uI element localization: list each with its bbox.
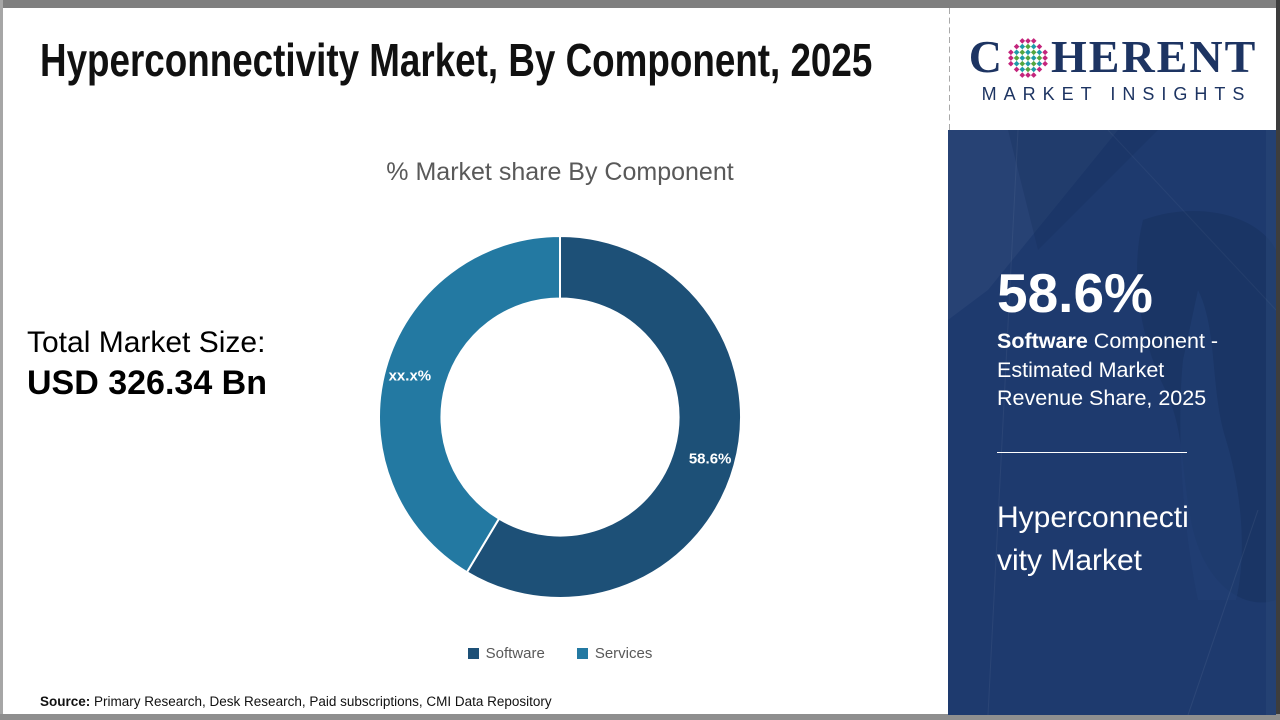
sidebar-stat-value: 58.6% bbox=[997, 262, 1153, 324]
sidebar-market-name: Hyperconnectivity Market bbox=[997, 501, 1189, 577]
sidebar-stat-description: Software Component - Estimated Market Re… bbox=[997, 327, 1237, 413]
stat-desc-bold: Software bbox=[997, 329, 1088, 353]
legend-swatch-software bbox=[467, 648, 479, 659]
logo-letters-rest: HERENT bbox=[1050, 30, 1258, 82]
chart-title: % Market share By Component bbox=[386, 158, 734, 186]
sidebar-divider bbox=[997, 452, 1187, 453]
donut-slice-software bbox=[465, 234, 742, 599]
top-border-bar bbox=[0, 0, 1280, 8]
sidebar-map-background bbox=[948, 130, 1276, 715]
legend-item-services: Services bbox=[576, 645, 653, 662]
logo-subtitle: MARKET INSIGHTS bbox=[981, 83, 1252, 104]
source-text: Primary Research, Desk Research, Paid su… bbox=[90, 694, 552, 709]
legend-label-services: Services bbox=[594, 645, 653, 662]
donut-slice-services bbox=[378, 234, 561, 574]
stat-desc-rest: Component - Estimated Market Revenue Sha… bbox=[997, 329, 1219, 410]
legend-swatch-services bbox=[576, 648, 588, 659]
slice-label-software: 58.6% bbox=[689, 451, 732, 468]
logo-wordmark: C HERENT bbox=[968, 30, 1258, 82]
left-border-bar bbox=[0, 0, 3, 720]
legend-label-software: Software bbox=[485, 645, 545, 662]
right-border-bar bbox=[1276, 0, 1280, 720]
bottom-border-bar bbox=[0, 714, 1280, 720]
coherent-logo: C HERENT MARKET INSIGHTS bbox=[950, 8, 1276, 130]
total-market-size-block: Total Market Size: USD 326.34 Bn bbox=[27, 324, 267, 404]
sidebar-panel: 58.6% Software Component - Estimated Mar… bbox=[948, 130, 1276, 715]
logo-letter-c: C bbox=[968, 30, 1004, 82]
donut-chart-svg: 58.6% xx.x% bbox=[378, 234, 742, 599]
legend-item-software: Software bbox=[467, 645, 545, 662]
total-market-size-label: Total Market Size: bbox=[27, 326, 266, 359]
slice-label-services: xx.x% bbox=[389, 367, 432, 384]
donut-chart: 58.6% xx.x% bbox=[375, 232, 745, 602]
chart-legend: Software Services bbox=[260, 645, 860, 662]
source-line: Source: Primary Research, Desk Research,… bbox=[40, 694, 552, 709]
source-label: Source: bbox=[40, 694, 91, 709]
page-title: Hyperconnectivity Market, By Component, … bbox=[40, 34, 873, 86]
total-market-size-value: USD 326.34 Bn bbox=[27, 364, 267, 402]
dotted-globe-icon bbox=[1008, 37, 1048, 78]
